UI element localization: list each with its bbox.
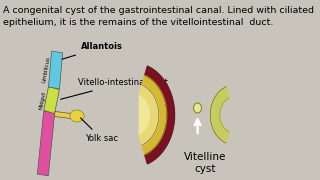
Text: epithelium, it is the remains of the vitellointestinal  duct.: epithelium, it is the remains of the vit… xyxy=(3,18,274,27)
Polygon shape xyxy=(210,87,229,143)
Polygon shape xyxy=(142,76,167,154)
Text: Umbilicus: Umbilicus xyxy=(42,56,52,84)
Circle shape xyxy=(194,103,202,113)
Polygon shape xyxy=(37,111,55,176)
Text: Vitelline
cyst: Vitelline cyst xyxy=(183,152,226,174)
Polygon shape xyxy=(139,85,159,145)
Ellipse shape xyxy=(70,110,84,122)
Text: Midgut: Midgut xyxy=(39,90,47,110)
Text: A congenital cyst of the gastrointestinal canal. Lined with ciliated: A congenital cyst of the gastrointestina… xyxy=(3,6,314,15)
Polygon shape xyxy=(145,66,174,164)
Text: Yolk sac: Yolk sac xyxy=(81,118,118,143)
Polygon shape xyxy=(54,111,71,118)
Polygon shape xyxy=(139,94,151,136)
Polygon shape xyxy=(48,51,63,89)
Text: Allantois: Allantois xyxy=(62,42,123,59)
Polygon shape xyxy=(44,86,59,114)
Text: Vitello-intestinal duct: Vitello-intestinal duct xyxy=(60,78,168,99)
